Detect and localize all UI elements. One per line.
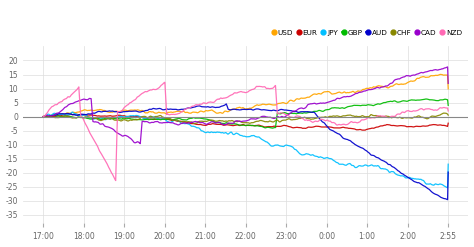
Legend: USD, EUR, JPY, GBP, AUD, CHF, CAD, NZD: USD, EUR, JPY, GBP, AUD, CHF, CAD, NZD: [270, 27, 465, 39]
